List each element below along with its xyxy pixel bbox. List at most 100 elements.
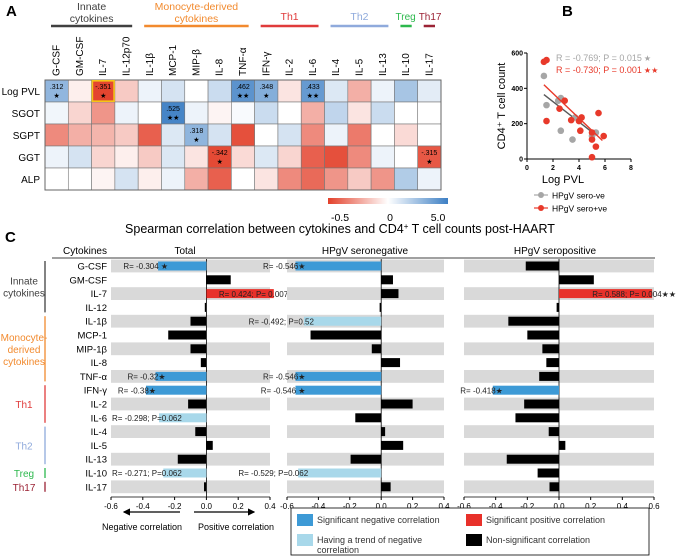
heatmap-cell — [137, 167, 162, 191]
category-label: G-CSF — [77, 262, 107, 273]
category-label: IFN-γ — [84, 386, 107, 397]
bar — [537, 468, 559, 478]
heatmap-cell — [114, 167, 139, 191]
group-label: Th1 — [281, 11, 299, 23]
bar — [188, 399, 207, 409]
bar — [145, 385, 207, 395]
bar — [556, 302, 559, 312]
row-label: GGT — [18, 153, 40, 164]
data-point — [578, 114, 585, 121]
group-label: cytokines — [70, 13, 114, 25]
data-point — [592, 143, 600, 150]
x-tick-label: 6 — [603, 165, 607, 172]
bar — [177, 454, 207, 464]
row-label: SGPT — [13, 131, 40, 142]
bar — [310, 330, 382, 340]
data-point — [557, 127, 565, 135]
cell-stars: ★ — [100, 92, 106, 100]
data-point — [540, 72, 548, 80]
cell-stars: ★ — [263, 92, 269, 100]
y-tick-label: 0 — [519, 157, 523, 164]
colorbar-max: 5.0 — [431, 212, 446, 224]
heatmap-cell — [417, 79, 442, 103]
heatmap-cell — [231, 101, 255, 125]
x-tick-label: -0.6 — [280, 502, 294, 511]
bar — [549, 482, 559, 492]
group-label: cytokines — [175, 13, 219, 25]
heatmap-cell — [137, 79, 162, 103]
y-tick-label: 600 — [511, 51, 523, 58]
cell-stars: ★★ — [237, 92, 250, 100]
heatmap-cell — [207, 123, 232, 147]
bar-label: R= -0.304 ★ — [123, 262, 168, 271]
legend-label: Having a trend of negative — [317, 535, 422, 545]
group-label: Treg — [396, 12, 416, 23]
cell-value: .348 — [259, 84, 273, 91]
heatmap-cell — [254, 123, 279, 147]
bar — [190, 344, 207, 354]
row-band — [287, 342, 444, 356]
bar — [379, 302, 382, 312]
bar — [381, 275, 393, 285]
heatmap-cell — [277, 79, 302, 103]
negative-arrow-label: Negative correlation — [102, 522, 182, 532]
x-tick-label: 0.4 — [617, 502, 629, 511]
heatmap-cell — [277, 145, 302, 169]
group-label: Monocyte-derived — [155, 1, 239, 13]
heatmap-cell — [370, 145, 395, 169]
bar — [492, 385, 559, 395]
column-label: IL-12p70 — [122, 36, 133, 76]
heatmap-cell — [370, 123, 395, 147]
bar-label: R= -0.546★ — [263, 262, 306, 271]
stat-stars: ★ — [644, 54, 651, 63]
cell-value: -.315 — [421, 150, 437, 157]
data-point — [588, 129, 596, 136]
column-label: IFN-γ — [261, 52, 272, 76]
row-group-label: cytokines — [3, 357, 45, 368]
heatmap-cell — [417, 167, 442, 191]
heatmap-cell — [347, 167, 372, 191]
heatmap-cell — [324, 167, 349, 191]
heatmap-cell — [324, 145, 349, 169]
cell-stars: ★ — [426, 158, 432, 166]
heatmap-border — [44, 79, 442, 191]
column-label: IL-10 — [401, 53, 412, 76]
bar — [559, 289, 653, 299]
row-group-label: Monocyte- — [1, 333, 48, 344]
cell-value: .312 — [50, 84, 64, 91]
row-label: Log PVL — [2, 87, 41, 98]
column-label: MCP-1 — [168, 44, 179, 76]
bar-label: R= -0.546★ — [263, 373, 306, 382]
data-point — [588, 136, 596, 143]
bar-label: R= -0.418★ — [460, 386, 503, 395]
heatmap-cell — [91, 145, 116, 169]
cell-value: .318 — [190, 128, 204, 135]
row-header: Cytokines — [63, 246, 107, 257]
x-tick-label: -0.2 — [168, 502, 182, 511]
column-header: HPgV seronegative — [322, 246, 409, 257]
bar — [546, 358, 559, 368]
category-label: IL-4 — [91, 427, 107, 438]
group-label: Innate — [77, 1, 106, 13]
x-tick-label: -0.4 — [312, 502, 326, 511]
colorbar-min: -0.5 — [331, 212, 349, 224]
bar-label: R= -0.271; P=0.062 — [112, 469, 182, 478]
heatmap-cell — [207, 101, 232, 125]
heatmap-cell — [300, 101, 325, 125]
row-group-label: derived — [8, 345, 41, 356]
bar — [524, 399, 559, 409]
row-band — [287, 480, 444, 494]
bar — [548, 427, 559, 437]
bar — [525, 261, 559, 271]
bar — [506, 454, 559, 464]
category-label: MIP-1β — [76, 344, 107, 355]
bar — [206, 275, 231, 285]
heatmap-cell — [114, 101, 139, 125]
heatmap-cell — [370, 101, 395, 125]
x-tick-label: -0.4 — [489, 502, 503, 511]
category-label: IL-2 — [91, 400, 107, 411]
column-label: MIP-β — [191, 49, 202, 76]
group-label: Th17 — [419, 12, 442, 23]
bar — [158, 261, 207, 271]
legend-label: HPgV sero+ve — [552, 204, 607, 214]
